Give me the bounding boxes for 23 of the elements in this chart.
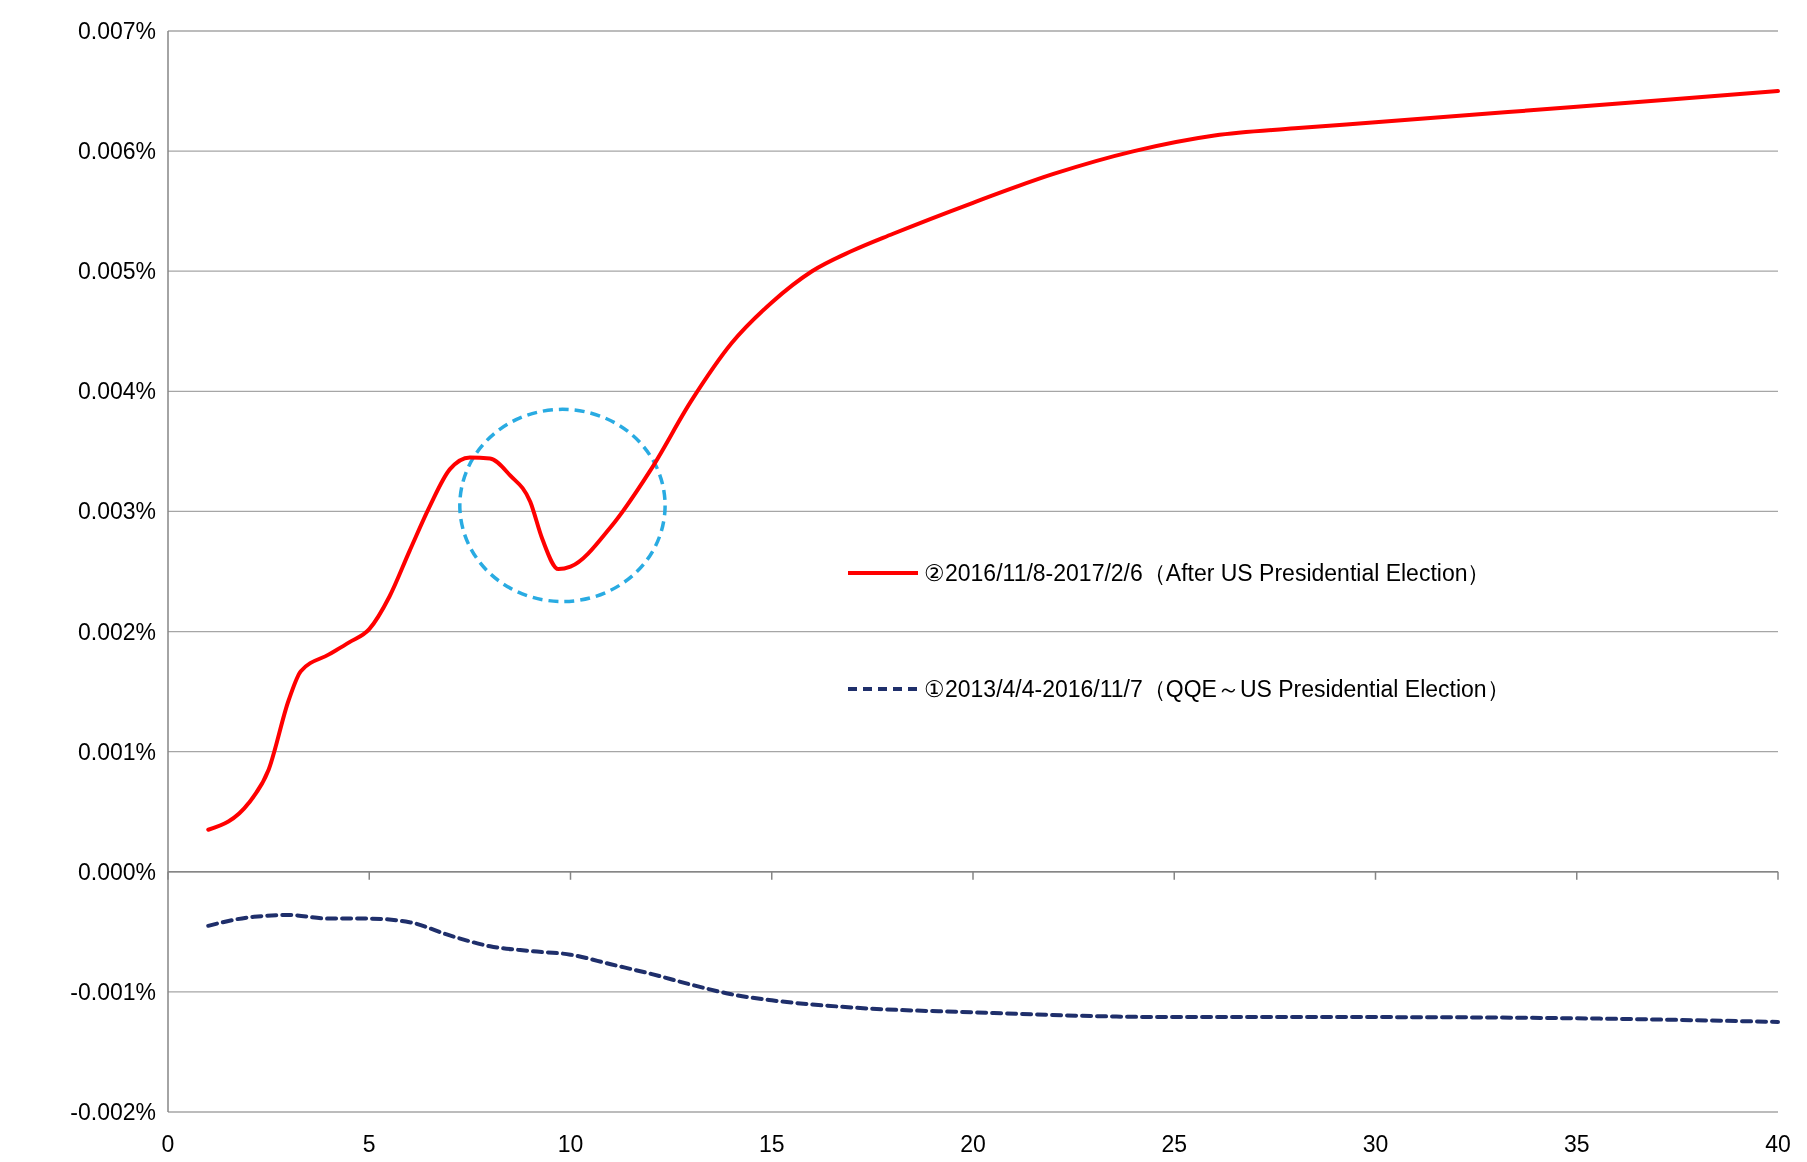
y-tick-label: 0.005% <box>77 258 156 285</box>
y-tick-label: 0.006% <box>77 138 156 165</box>
x-tick-label: 0 <box>161 1131 175 1157</box>
x-tick-label: 35 <box>1563 1131 1590 1157</box>
line-series <box>206 913 1780 1024</box>
y-tick-label: 0.000% <box>77 858 156 885</box>
y-tick-label: 0.004% <box>77 378 156 405</box>
y-tick-label: 0.007% <box>77 18 156 44</box>
x-tick-label: 30 <box>1362 1131 1389 1157</box>
x-tick-label: 40 <box>1765 1131 1791 1157</box>
y-tick-label: 0.001% <box>77 738 156 765</box>
x-tick-label: 10 <box>557 1131 584 1157</box>
x-tick-label: 15 <box>758 1131 785 1157</box>
y-tick-label: 0.003% <box>77 498 156 525</box>
line-series <box>206 89 1780 832</box>
legend-label: ②2016/11/8-2017/2/6（After US Presidential Election） <box>924 560 1491 586</box>
y-tick-label: -0.001% <box>70 978 156 1005</box>
x-tick-label: 20 <box>960 1131 986 1157</box>
x-tick-label: 5 <box>362 1131 376 1157</box>
x-tick-label: 25 <box>1161 1131 1188 1157</box>
legend-label: ①2013/4/4-2016/11/7（QQE～US Presidential Election） <box>924 676 1510 702</box>
y-tick-label: 0.002% <box>77 618 156 645</box>
y-tick-label: -0.002% <box>70 1099 156 1125</box>
